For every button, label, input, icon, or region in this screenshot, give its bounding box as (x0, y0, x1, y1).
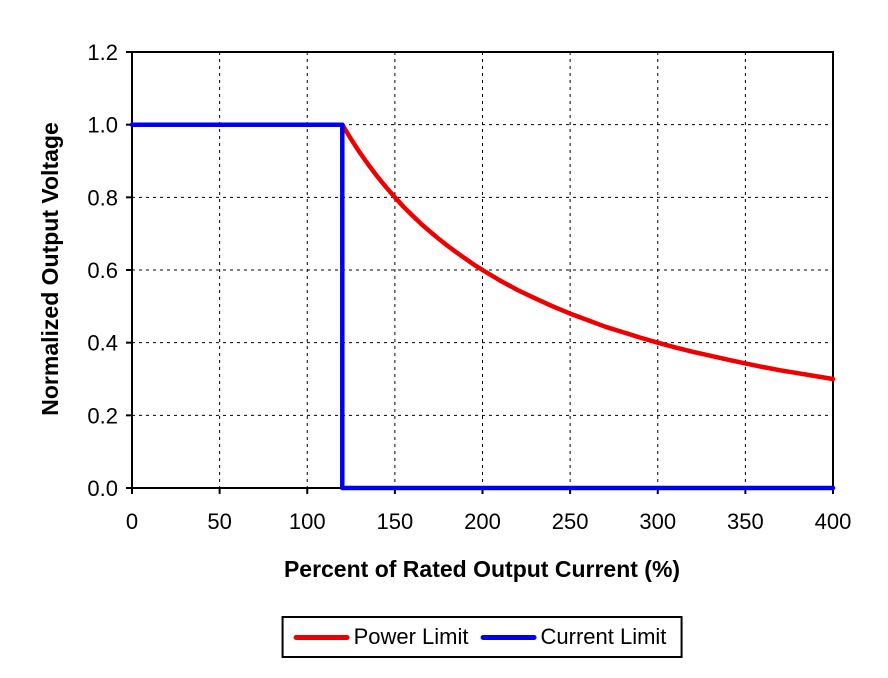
x-tick-label: 100 (289, 509, 326, 534)
y-tick-label: 0.6 (87, 258, 118, 283)
x-tick-label: 0 (126, 509, 138, 534)
series-layer (129, 122, 836, 491)
y-tick-label: 0.8 (87, 185, 118, 210)
y-tick-label: 0.2 (87, 403, 118, 428)
legend: Power Limit Current Limit (281, 616, 683, 658)
legend-item-current-limit: Current Limit (480, 624, 667, 650)
power-limit-line-icon (293, 634, 350, 640)
series-line-power-limit (340, 122, 836, 382)
legend-item-power-limit: Power Limit (293, 624, 469, 650)
x-tick-label: 250 (552, 509, 589, 534)
y-tick-label: 1.2 (87, 40, 118, 65)
tick-layer (126, 51, 834, 494)
legend-label-power-limit: Power Limit (353, 624, 469, 649)
label-layer: 0 50 100 150 200 250 300 350 400 0.0 0.2 0.4 0.6 0.8 1… (87, 40, 851, 534)
y-tick-label: 1.0 (87, 113, 118, 138)
x-tick-label: 300 (639, 509, 676, 534)
x-axis-title: Percent of Rated Output Current (%) (284, 556, 680, 582)
x-tick-label: 50 (207, 509, 231, 534)
x-tick-label: 350 (727, 509, 764, 534)
x-tick-label: 400 (815, 509, 852, 534)
x-tick-label: 200 (464, 509, 501, 534)
y-tick-label: 0.4 (87, 331, 118, 356)
series-line-current-limit (129, 122, 836, 491)
legend-label-current-limit: Current Limit (540, 624, 667, 649)
current-limit-line-icon (480, 634, 537, 640)
y-axis-title: Normalized Output Voltage (37, 122, 63, 415)
y-tick-label: 0.0 (87, 476, 118, 501)
x-tick-label: 150 (377, 509, 414, 534)
